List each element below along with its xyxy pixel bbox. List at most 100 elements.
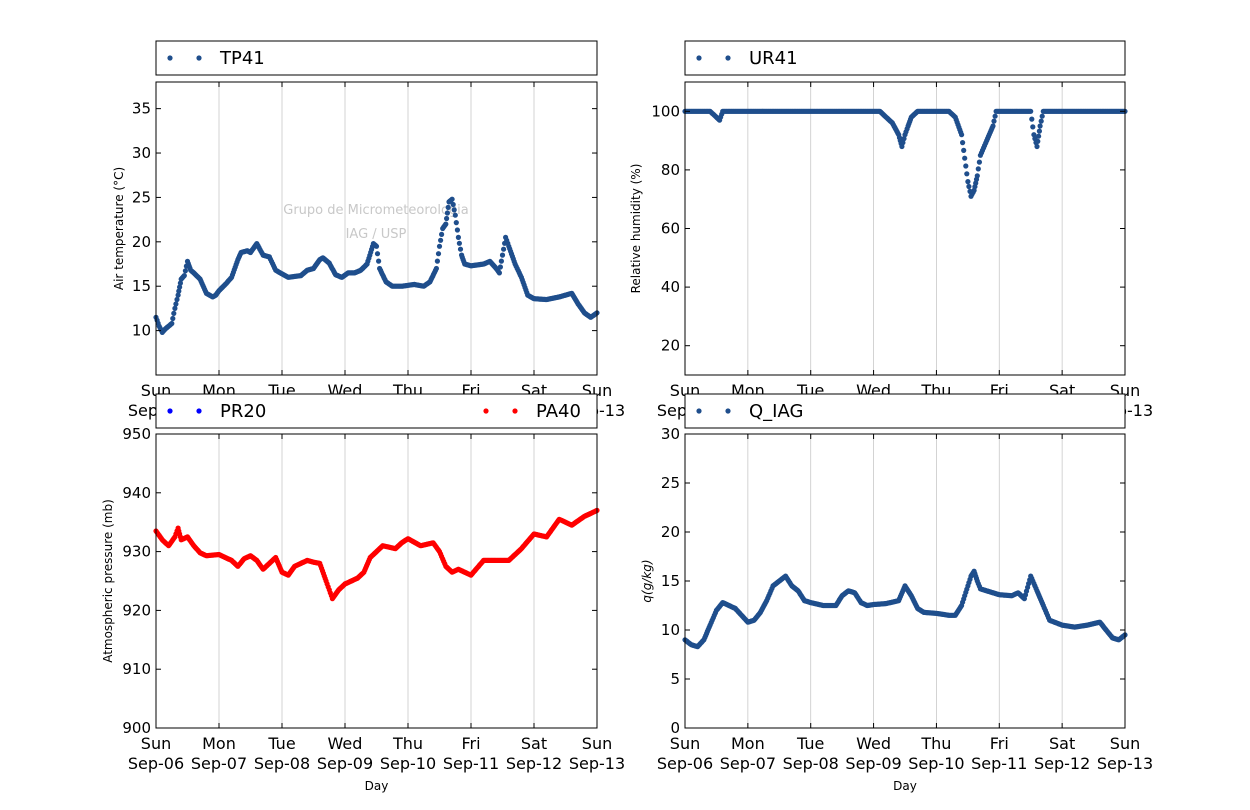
y-tick-label: 40 xyxy=(661,278,680,296)
data-point xyxy=(498,258,504,264)
data-point xyxy=(175,292,181,298)
data-point xyxy=(1036,133,1042,139)
legend: TP41 xyxy=(155,40,598,76)
x-tick-label-date: Sep-10 xyxy=(908,754,964,773)
x-tick-label-date: Sep-06 xyxy=(128,754,184,773)
legend-marker xyxy=(167,55,173,61)
data-point xyxy=(445,204,451,210)
x-tick-label-day: Thu xyxy=(920,734,951,753)
plot-frame xyxy=(684,433,1126,729)
data-point xyxy=(501,246,507,252)
x-tick-label-day: Wed xyxy=(856,734,891,753)
watermark-line-1: Grupo de Micrometeorologia xyxy=(283,203,469,218)
data-point xyxy=(991,118,997,124)
data-point xyxy=(173,301,179,307)
y-tick-label: 30 xyxy=(661,425,680,443)
series-PA40 xyxy=(153,507,600,602)
data-point xyxy=(965,179,971,185)
x-tick-label-date: Sep-11 xyxy=(443,754,499,773)
x-tick-label-day: Tue xyxy=(796,734,824,753)
x-tick-label-day: Mon xyxy=(731,734,765,753)
legend-box xyxy=(155,40,598,76)
data-point xyxy=(1030,124,1036,130)
data-point xyxy=(1038,118,1044,124)
x-tick-label-day: Sat xyxy=(521,734,547,753)
legend-box xyxy=(155,393,598,429)
data-point xyxy=(449,196,455,202)
data-point xyxy=(1035,138,1041,144)
data-point xyxy=(170,315,176,322)
legend-marker xyxy=(483,408,489,414)
data-point xyxy=(169,320,175,327)
x-tick-label-day: Tue xyxy=(267,734,295,753)
x-tick-label-date: Sep-12 xyxy=(1034,754,1090,773)
y-tick-label: 900 xyxy=(122,719,151,737)
data-point xyxy=(1039,113,1045,119)
legend-marker xyxy=(512,408,518,414)
x-tick-label-day: Sat xyxy=(1049,734,1075,753)
chart-panel-2: 20406080100SunSep-06MonSep-07TueSep-08We… xyxy=(629,40,1153,420)
x-tick-label-date: Sep-09 xyxy=(845,754,901,773)
y-axis-label: Relative humidity (%) xyxy=(629,164,643,294)
x-tick-label-date: Sep-12 xyxy=(506,754,562,773)
data-point xyxy=(181,273,187,279)
data-point xyxy=(960,140,966,146)
legend: PR20 PA40 xyxy=(155,393,598,429)
series-TP41 xyxy=(153,196,600,335)
data-point xyxy=(439,231,445,237)
data-point xyxy=(964,171,970,177)
x-tick-label-day: Sun xyxy=(670,734,700,753)
x-tick-label-day: Sun xyxy=(141,734,171,753)
data-point xyxy=(453,220,459,226)
x-tick-label-day: Fri xyxy=(461,734,480,753)
data-point xyxy=(966,183,972,190)
data-point xyxy=(177,284,183,290)
data-point xyxy=(376,258,382,264)
data-point xyxy=(455,234,461,240)
data-point xyxy=(497,264,503,270)
data-point xyxy=(177,280,183,286)
data-point xyxy=(959,132,965,138)
x-tick-label-day: Sun xyxy=(582,734,612,753)
y-tick-label: 15 xyxy=(661,572,680,590)
series-UR41 xyxy=(682,108,1128,199)
legend: UR41 xyxy=(684,40,1126,76)
x-tick-label-date: Sep-13 xyxy=(569,754,625,773)
data-point xyxy=(457,246,464,252)
y-tick-label: 940 xyxy=(122,484,151,502)
data-point xyxy=(454,227,460,233)
watermark-line-2: IAG / USP xyxy=(346,227,407,242)
legend: Q_IAG xyxy=(684,393,1126,429)
data-point xyxy=(976,159,983,165)
y-tick-label: 10 xyxy=(661,621,680,639)
data-point xyxy=(975,166,981,172)
plot-frame xyxy=(155,81,598,376)
x-tick-label-day: Mon xyxy=(202,734,236,753)
data-point xyxy=(176,288,182,294)
data-point xyxy=(1036,128,1042,134)
y-tick-label: 950 xyxy=(122,425,151,443)
data-point xyxy=(899,143,905,150)
y-axis-label: Air temperature (°C) xyxy=(112,167,126,290)
data-point xyxy=(1037,123,1043,129)
x-tick-label-date: Sep-09 xyxy=(317,754,373,773)
y-tick-label: 910 xyxy=(122,660,151,678)
x-tick-label-date: Sep-11 xyxy=(971,754,1027,773)
x-tick-label-day: Thu xyxy=(392,734,423,753)
x-tick-label-date: Sep-07 xyxy=(720,754,776,773)
y-tick-label: 80 xyxy=(661,161,680,179)
legend-marker xyxy=(725,408,731,414)
data-point xyxy=(444,210,450,216)
y-tick-label: 30 xyxy=(132,144,151,162)
legend-marker xyxy=(196,55,202,61)
data-point xyxy=(374,251,381,257)
y-tick-label: 100 xyxy=(651,102,680,120)
legend-label: PR20 xyxy=(220,401,266,422)
x-tick-label-date: Sep-10 xyxy=(380,754,436,773)
x-tick-label-date: Sep-06 xyxy=(657,754,713,773)
data-point xyxy=(974,173,980,179)
y-tick-label: 25 xyxy=(132,188,151,206)
legend-marker xyxy=(696,55,702,61)
y-axis-label: Atmospheric pressure (mb) xyxy=(101,499,115,663)
data-point xyxy=(962,155,968,161)
